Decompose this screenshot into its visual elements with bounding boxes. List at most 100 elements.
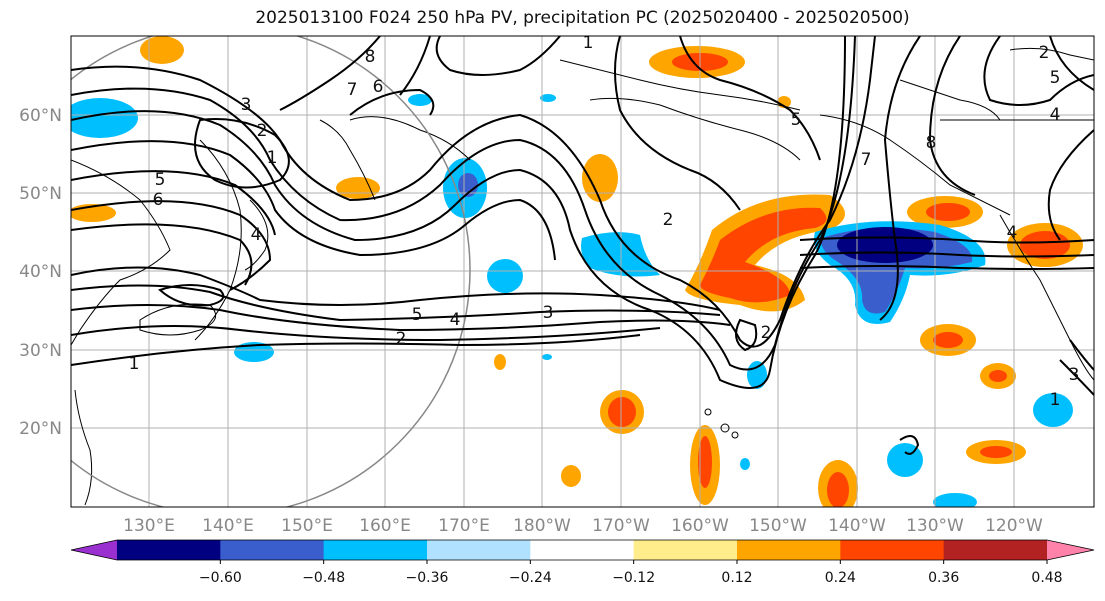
contour-label: 6 bbox=[153, 190, 164, 210]
contour-label: 3 bbox=[241, 95, 252, 115]
pos-anomaly-region bbox=[933, 332, 963, 348]
lon-label: 150°W bbox=[749, 516, 807, 536]
contour-label: 3 bbox=[1069, 365, 1080, 385]
pos-anomaly-region bbox=[827, 472, 849, 507]
colorbar-outline bbox=[70, 539, 1095, 561]
pos-anomaly-region bbox=[989, 370, 1007, 382]
map-border bbox=[70, 35, 1095, 508]
pos-anomaly-region bbox=[608, 397, 636, 427]
lon-axis: 130°E 140°E 150°E 160°E 170°E 180°W 170°… bbox=[123, 516, 1043, 536]
lat-label: 30°N bbox=[19, 341, 62, 361]
contour-label: 6 bbox=[373, 77, 384, 97]
neg-anomaly-region bbox=[887, 443, 923, 477]
lat-label: 50°N bbox=[19, 184, 62, 204]
neg-anomaly-region bbox=[487, 259, 523, 293]
colorbar-extend-low bbox=[71, 540, 117, 560]
pos-anomaly-region bbox=[561, 465, 581, 487]
neg-anomaly-region bbox=[542, 354, 552, 360]
lat-axis: 60°N 50°N 40°N 30°N 20°N bbox=[19, 106, 62, 439]
colorbar-segment bbox=[737, 540, 841, 560]
contour-label: 2 bbox=[257, 121, 268, 141]
pos-anomaly-region bbox=[140, 36, 184, 64]
pos-anomaly-region bbox=[700, 207, 827, 303]
contour-label: 2 bbox=[663, 210, 674, 230]
lon-label: 180°W bbox=[513, 516, 571, 536]
colorbar-tick-label: −0.24 bbox=[509, 570, 552, 586]
colorbar-tick-label: −0.12 bbox=[612, 570, 655, 586]
neg-anomaly-region bbox=[71, 98, 138, 138]
lon-label: 140°E bbox=[202, 516, 254, 536]
contour-label: 4 bbox=[1050, 105, 1061, 125]
colorbar: −0.60 −0.48 −0.36 −0.24 −0.12 0.12 0.24 0.36 0.4… bbox=[70, 539, 1095, 586]
colorbar-segment bbox=[530, 540, 635, 560]
lon-label: 170°W bbox=[592, 516, 650, 536]
contour-label: 1 bbox=[583, 33, 594, 53]
colorbar-segment bbox=[633, 540, 738, 560]
contour-label: 5 bbox=[791, 110, 802, 130]
contour-label: 1 bbox=[129, 354, 140, 374]
pos-anomaly-region bbox=[1020, 231, 1070, 259]
lon-label: 160°W bbox=[671, 516, 729, 536]
contour-label: 4 bbox=[1007, 223, 1018, 243]
colorbar-segment bbox=[220, 540, 325, 560]
contour-label: 7 bbox=[861, 150, 872, 170]
lon-label: 170°E bbox=[438, 516, 490, 536]
lon-label: 140°W bbox=[828, 516, 886, 536]
colorbar-tick-label: −0.48 bbox=[302, 570, 345, 586]
neg-anomaly-region bbox=[540, 94, 556, 102]
colorbar-tick-label: 0.24 bbox=[825, 570, 856, 586]
contour-label: 1 bbox=[267, 148, 278, 168]
pos-anomaly-region bbox=[494, 354, 506, 370]
lat-label: 60°N bbox=[19, 106, 62, 126]
lon-label: 130°W bbox=[906, 516, 964, 536]
pos-anomaly-region bbox=[926, 203, 970, 221]
lat-label: 40°N bbox=[19, 262, 62, 282]
colorbar-segment bbox=[117, 540, 221, 560]
lon-label: 150°E bbox=[281, 516, 333, 536]
contour-label: 8 bbox=[926, 133, 937, 153]
map-title: 2025013100 F024 250 hPa PV, precipitatio… bbox=[255, 8, 910, 28]
neg-anomaly-region bbox=[933, 493, 977, 507]
radius-circle bbox=[71, 36, 471, 507]
colorbar-tick-label: −0.60 bbox=[199, 570, 242, 586]
contour-label: 5 bbox=[155, 170, 166, 190]
pos-anomaly-region bbox=[980, 446, 1012, 458]
neg-anomaly-region bbox=[408, 94, 432, 106]
pv-contours bbox=[71, 36, 1094, 455]
contour-label: 4 bbox=[251, 225, 262, 245]
contour-label: 8 bbox=[365, 47, 376, 67]
contour-label: 3 bbox=[543, 303, 554, 323]
pos-anomaly-region bbox=[698, 436, 712, 488]
contour-label: 7 bbox=[347, 80, 358, 100]
contour-label: 2 bbox=[396, 329, 407, 349]
colorbar-extend-high bbox=[1047, 540, 1094, 560]
neg-anomaly-region bbox=[234, 342, 274, 362]
contour-label: 2 bbox=[1039, 43, 1050, 63]
contour-label: 5 bbox=[412, 305, 423, 325]
colorbar-tick-label: 0.48 bbox=[1031, 570, 1062, 586]
neg-anomaly-region bbox=[747, 361, 767, 389]
colorbar-tick-label: 0.36 bbox=[928, 570, 959, 586]
contour-label: 5 bbox=[1050, 68, 1061, 88]
neg-anomaly-region bbox=[837, 227, 933, 263]
colorbar-tick-label: 0.12 bbox=[721, 570, 752, 586]
contour-label: 2 bbox=[761, 323, 772, 343]
lat-label: 20°N bbox=[19, 419, 62, 439]
graticule bbox=[71, 36, 1094, 507]
contour-label-layer: 8 7 6 3 2 1 5 6 1 2 3 4 5 4 2 1 7 8 5 4 … bbox=[129, 33, 1080, 410]
pos-anomaly-region bbox=[582, 154, 618, 202]
contour-label: 1 bbox=[1050, 390, 1061, 410]
colorbar-segment bbox=[943, 540, 1048, 560]
lon-label: 160°E bbox=[359, 516, 411, 536]
colorbar-segment bbox=[427, 540, 531, 560]
coastlines bbox=[71, 47, 1094, 506]
neg-anomaly-region bbox=[1033, 393, 1073, 427]
contour-label: 4 bbox=[450, 310, 461, 330]
lon-label: 120°W bbox=[985, 516, 1043, 536]
neg-anomaly-region bbox=[458, 173, 478, 197]
colorbar-segment bbox=[323, 540, 428, 560]
neg-anomaly-region bbox=[740, 458, 750, 470]
lon-label: 130°E bbox=[123, 516, 175, 536]
colorbar-tick-label: −0.36 bbox=[406, 570, 449, 586]
